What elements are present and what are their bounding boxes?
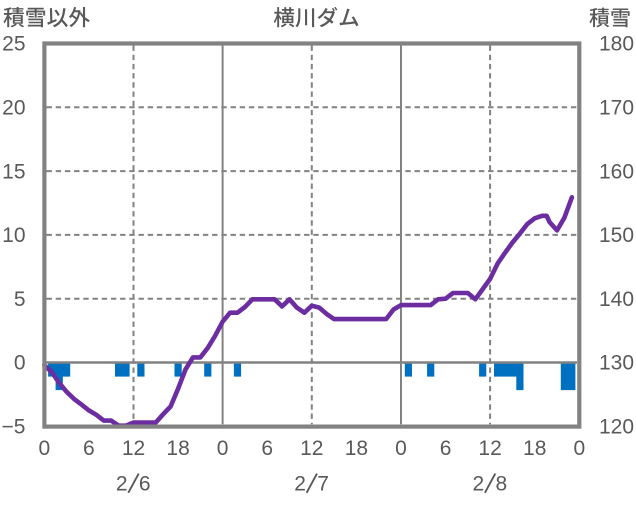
- svg-text:150: 150: [599, 224, 634, 247]
- svg-text:25: 25: [2, 33, 25, 56]
- svg-text:12: 12: [478, 437, 501, 460]
- svg-text:0: 0: [14, 352, 26, 375]
- svg-text:160: 160: [599, 160, 634, 183]
- svg-text:2: 2: [294, 473, 306, 496]
- svg-text:180: 180: [599, 33, 634, 56]
- svg-text:18: 18: [345, 437, 368, 460]
- svg-text:6: 6: [261, 437, 273, 460]
- svg-text:8: 8: [496, 473, 508, 496]
- svg-text:18: 18: [166, 437, 189, 460]
- svg-text:2: 2: [116, 473, 128, 496]
- svg-text:120: 120: [599, 416, 634, 439]
- svg-text:6: 6: [440, 437, 452, 460]
- svg-text:0: 0: [395, 437, 407, 460]
- svg-text:0: 0: [573, 437, 585, 460]
- svg-text:15: 15: [2, 160, 25, 183]
- svg-text:12: 12: [122, 437, 145, 460]
- svg-text:6: 6: [83, 437, 95, 460]
- svg-text:0: 0: [217, 437, 229, 460]
- svg-text:6: 6: [139, 473, 151, 496]
- svg-text:10: 10: [2, 224, 25, 247]
- svg-text:2: 2: [473, 473, 485, 496]
- svg-text:18: 18: [523, 437, 546, 460]
- svg-text:0: 0: [38, 437, 50, 460]
- svg-text:−5: −5: [2, 416, 26, 439]
- svg-text:7: 7: [317, 473, 329, 496]
- svg-text:170: 170: [599, 97, 634, 120]
- svg-text:5: 5: [14, 288, 26, 311]
- svg-text:12: 12: [300, 437, 323, 460]
- svg-text:140: 140: [599, 288, 634, 311]
- svg-text:130: 130: [599, 352, 634, 375]
- svg-text:20: 20: [2, 97, 25, 120]
